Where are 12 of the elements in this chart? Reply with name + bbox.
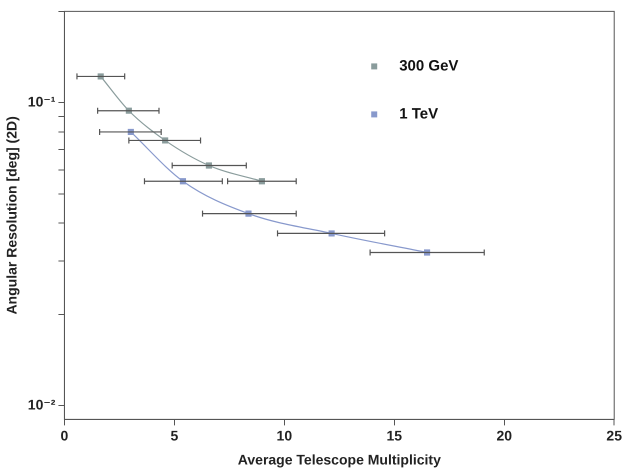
legend-label: 300 GeV xyxy=(399,58,458,75)
x-tick-label: 25 xyxy=(606,428,622,444)
legend-label: 1 TeV xyxy=(399,106,438,123)
x-tick-label: 10 xyxy=(276,428,292,444)
y-tick-label: 10⁻² xyxy=(28,396,56,412)
x-tick-label: 20 xyxy=(496,428,512,444)
x-tick-label: 0 xyxy=(60,428,69,444)
x-axis-title: Average Telescope Multiplicity xyxy=(238,451,442,468)
y-tick-label: 10⁻¹ xyxy=(28,93,56,110)
x-tick-label: 15 xyxy=(386,428,402,444)
x-tick-label: 5 xyxy=(170,428,178,444)
y-axis-title: Angular Resolution [deg] (2D) xyxy=(3,116,20,315)
